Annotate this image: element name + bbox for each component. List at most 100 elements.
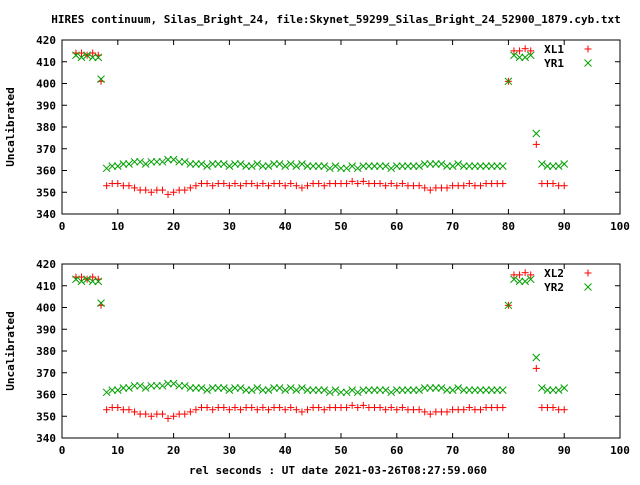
data-point-YR2-d2 xyxy=(526,275,535,284)
legend-label-YR1: YR1 xyxy=(544,57,564,70)
data-point-YR1 xyxy=(560,160,569,168)
data-point-YR2-d2 xyxy=(320,386,329,395)
data-point-XL2 xyxy=(287,404,295,412)
data-point-YR2-d2 xyxy=(83,275,91,284)
data-point-YR1 xyxy=(247,162,256,171)
data-point-YR2-d2 xyxy=(180,381,189,390)
data-point-YR2 xyxy=(314,386,323,395)
series-XL2 xyxy=(72,269,568,422)
data-point-YR1 xyxy=(192,160,200,168)
data-point-XL2 xyxy=(220,404,228,412)
data-point-YR2 xyxy=(437,384,446,392)
data-point-YR2-d2 xyxy=(303,386,312,395)
data-point-YR1-d2 xyxy=(459,162,468,171)
data-point-YR1 xyxy=(72,51,80,60)
data-point-YR1 xyxy=(337,164,345,173)
x-tick-label: 80 xyxy=(502,444,515,457)
data-point-YR1-d2 xyxy=(281,162,290,171)
data-point-XL1 xyxy=(359,177,367,185)
data-point-YR2 xyxy=(225,386,234,395)
data-point-YR1 xyxy=(136,157,144,166)
data-point-YR1-d2 xyxy=(320,162,329,171)
data-point-YR2 xyxy=(180,381,189,390)
data-point-XL1 xyxy=(304,182,312,190)
data-point-YR1-d2 xyxy=(437,160,446,168)
data-point-YR2 xyxy=(141,384,150,392)
data-point-XL1 xyxy=(164,190,172,198)
data-point-YR1-d2 xyxy=(108,162,117,171)
x-tick-label: 30 xyxy=(223,444,236,457)
data-point-YR1-d2 xyxy=(560,160,569,168)
data-point-YR2 xyxy=(125,384,133,392)
data-point-XL2 xyxy=(460,406,468,414)
data-point-YR2 xyxy=(320,386,329,395)
data-point-YR2-d2 xyxy=(521,277,529,286)
data-point-YR1-d2 xyxy=(270,160,278,168)
data-point-YR2 xyxy=(482,386,490,395)
data-point-YR1-d2 xyxy=(197,160,206,168)
data-point-XL2 xyxy=(192,406,200,414)
data-point-YR1 xyxy=(236,160,245,168)
data-point-YR1-d2 xyxy=(420,160,429,168)
data-point-XL1 xyxy=(281,182,289,190)
data-point-XL1 xyxy=(253,182,261,190)
data-point-YR2 xyxy=(359,386,368,395)
data-point-YR2 xyxy=(286,384,295,392)
data-point-XL2 xyxy=(259,404,267,412)
data-point-YR2 xyxy=(337,388,345,397)
data-point-YR2-d2 xyxy=(113,386,122,395)
data-point-YR2 xyxy=(186,384,195,392)
data-point-YR1-d2 xyxy=(83,51,91,60)
data-point-YR1 xyxy=(203,162,211,171)
data-point-XL1 xyxy=(532,140,540,148)
y-tick-label: 370 xyxy=(36,143,56,156)
y-tick-label: 350 xyxy=(36,410,56,423)
data-point-YR1-d2 xyxy=(225,162,234,171)
data-point-YR1 xyxy=(164,155,172,164)
data-point-YR2 xyxy=(365,386,373,395)
data-point-YR1-d2 xyxy=(348,162,357,171)
data-point-XL2 xyxy=(103,406,111,414)
data-point-YR1-d2 xyxy=(337,164,345,173)
data-point-YR1-d2 xyxy=(409,162,418,171)
data-point-YR1-d2 xyxy=(164,155,172,164)
data-point-YR1 xyxy=(197,160,206,168)
data-point-XL2 xyxy=(78,273,86,281)
data-point-YR2 xyxy=(214,384,223,392)
data-point-YR2-d2 xyxy=(549,386,557,395)
data-point-YR1-d2 xyxy=(175,157,184,166)
y-tick-label: 380 xyxy=(36,121,56,134)
data-point-YR2 xyxy=(493,386,502,395)
data-point-XL2 xyxy=(376,404,384,412)
data-point-YR1-d2 xyxy=(169,155,178,164)
data-point-XL1 xyxy=(516,47,524,55)
data-point-YR1 xyxy=(169,155,178,164)
y-tick-label: 390 xyxy=(36,323,56,336)
series-YR2 xyxy=(72,275,569,397)
data-point-YR2 xyxy=(510,275,518,284)
data-point-XL1 xyxy=(292,182,300,190)
data-point-YR2-d2 xyxy=(554,386,563,395)
data-point-YR1-d2 xyxy=(264,162,273,171)
x-tick-label: 30 xyxy=(223,220,236,233)
data-point-YR1 xyxy=(448,162,457,171)
data-point-XL1 xyxy=(298,184,306,192)
data-point-XL1 xyxy=(465,180,473,188)
x-tick-label: 70 xyxy=(446,444,459,457)
data-point-XL2 xyxy=(521,269,529,277)
data-point-YR2 xyxy=(108,386,117,395)
data-point-XL2 xyxy=(89,273,97,281)
data-point-XL1 xyxy=(142,186,150,194)
data-point-YR2-d2 xyxy=(337,388,345,397)
data-point-YR2-d2 xyxy=(482,386,490,395)
data-point-YR2-d2 xyxy=(359,386,368,395)
data-point-YR2 xyxy=(476,386,485,395)
data-point-XL1 xyxy=(203,180,211,188)
data-point-YR1 xyxy=(259,162,267,171)
data-point-XL2 xyxy=(253,406,261,414)
data-point-YR1 xyxy=(281,162,290,171)
data-point-YR2 xyxy=(164,379,172,388)
data-point-XL1 xyxy=(426,186,434,194)
y-tick-label: 390 xyxy=(36,99,56,112)
data-point-YR1 xyxy=(208,160,217,168)
